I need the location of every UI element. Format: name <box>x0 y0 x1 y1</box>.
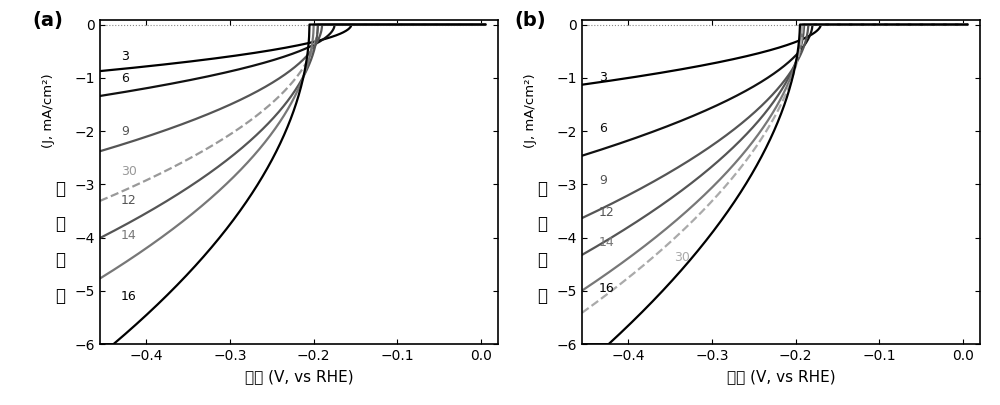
Text: 16: 16 <box>121 290 137 303</box>
Text: 30: 30 <box>674 252 690 264</box>
Text: 度: 度 <box>537 287 547 305</box>
X-axis label: 电压 (V, vs RHE): 电压 (V, vs RHE) <box>727 369 835 384</box>
Text: 14: 14 <box>599 237 615 249</box>
Text: 电: 电 <box>537 180 547 198</box>
Text: 流: 流 <box>55 215 65 233</box>
Text: 6: 6 <box>599 122 607 135</box>
Text: (b): (b) <box>514 11 546 30</box>
Text: 密: 密 <box>537 251 547 269</box>
Text: (a): (a) <box>32 11 63 30</box>
Text: 12: 12 <box>121 194 137 207</box>
Text: 14: 14 <box>121 228 137 241</box>
Text: 9: 9 <box>121 125 129 138</box>
Text: 30: 30 <box>121 164 137 177</box>
Text: (J, mA/cm²): (J, mA/cm²) <box>524 74 537 148</box>
X-axis label: 电压 (V, vs RHE): 电压 (V, vs RHE) <box>245 369 353 384</box>
Text: 度: 度 <box>55 287 65 305</box>
Text: 3: 3 <box>599 71 607 84</box>
Text: 密: 密 <box>55 251 65 269</box>
Text: 6: 6 <box>121 72 129 85</box>
Text: 流: 流 <box>537 215 547 233</box>
Text: (J, mA/cm²): (J, mA/cm²) <box>42 74 55 148</box>
Text: 3: 3 <box>121 50 129 63</box>
Text: 9: 9 <box>599 174 607 187</box>
Text: 16: 16 <box>599 282 615 295</box>
Text: 12: 12 <box>599 206 615 219</box>
Text: 电: 电 <box>55 180 65 198</box>
